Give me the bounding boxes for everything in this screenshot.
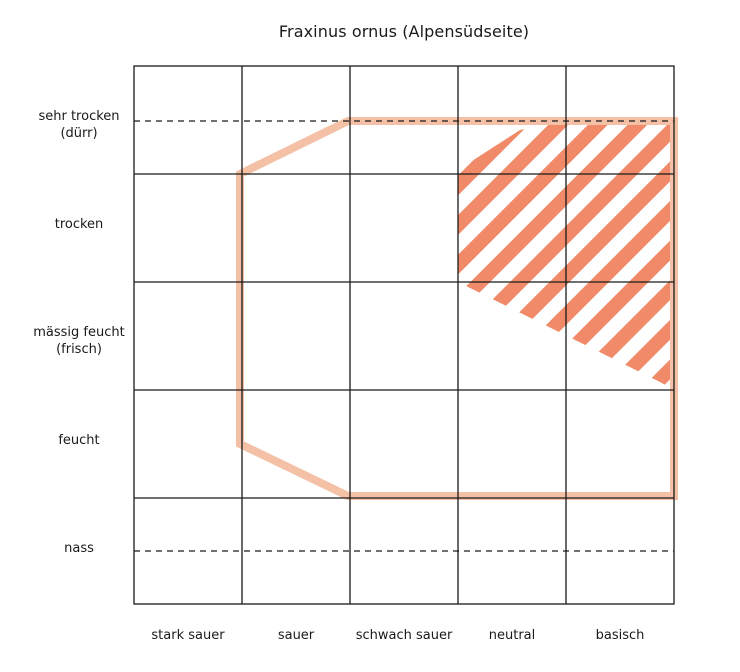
row-label-feucht: feucht: [14, 432, 144, 449]
column-label-basisch: basisch: [595, 628, 645, 643]
row-label-nass: nass: [14, 540, 144, 557]
column-label-schwach-sauer: schwach sauer: [355, 628, 453, 643]
row-label-sehr-trocken: sehr trocken (dürr): [14, 108, 144, 142]
column-label-sauer: sauer: [277, 628, 315, 643]
row-label-line: mässig feucht: [33, 325, 125, 340]
diagram-title: Fraxinus ornus (Alpensüdseite): [278, 22, 530, 41]
grid-border: [133, 65, 675, 605]
row-label-maessig-feucht: mässig feucht (frisch): [14, 324, 144, 358]
row-label-line: (dürr): [60, 126, 98, 141]
row-label-line: trocken: [54, 217, 104, 232]
column-label-stark-sauer: stark sauer: [151, 628, 225, 643]
row-label-line: nass: [64, 541, 94, 556]
column-label-neutral: neutral: [488, 628, 536, 643]
row-label-trocken: trocken: [14, 216, 144, 233]
row-label-line: sehr trocken: [38, 109, 120, 124]
row-label-line: (frisch): [56, 342, 102, 357]
row-label-line: feucht: [58, 433, 100, 448]
grid: [133, 65, 675, 605]
